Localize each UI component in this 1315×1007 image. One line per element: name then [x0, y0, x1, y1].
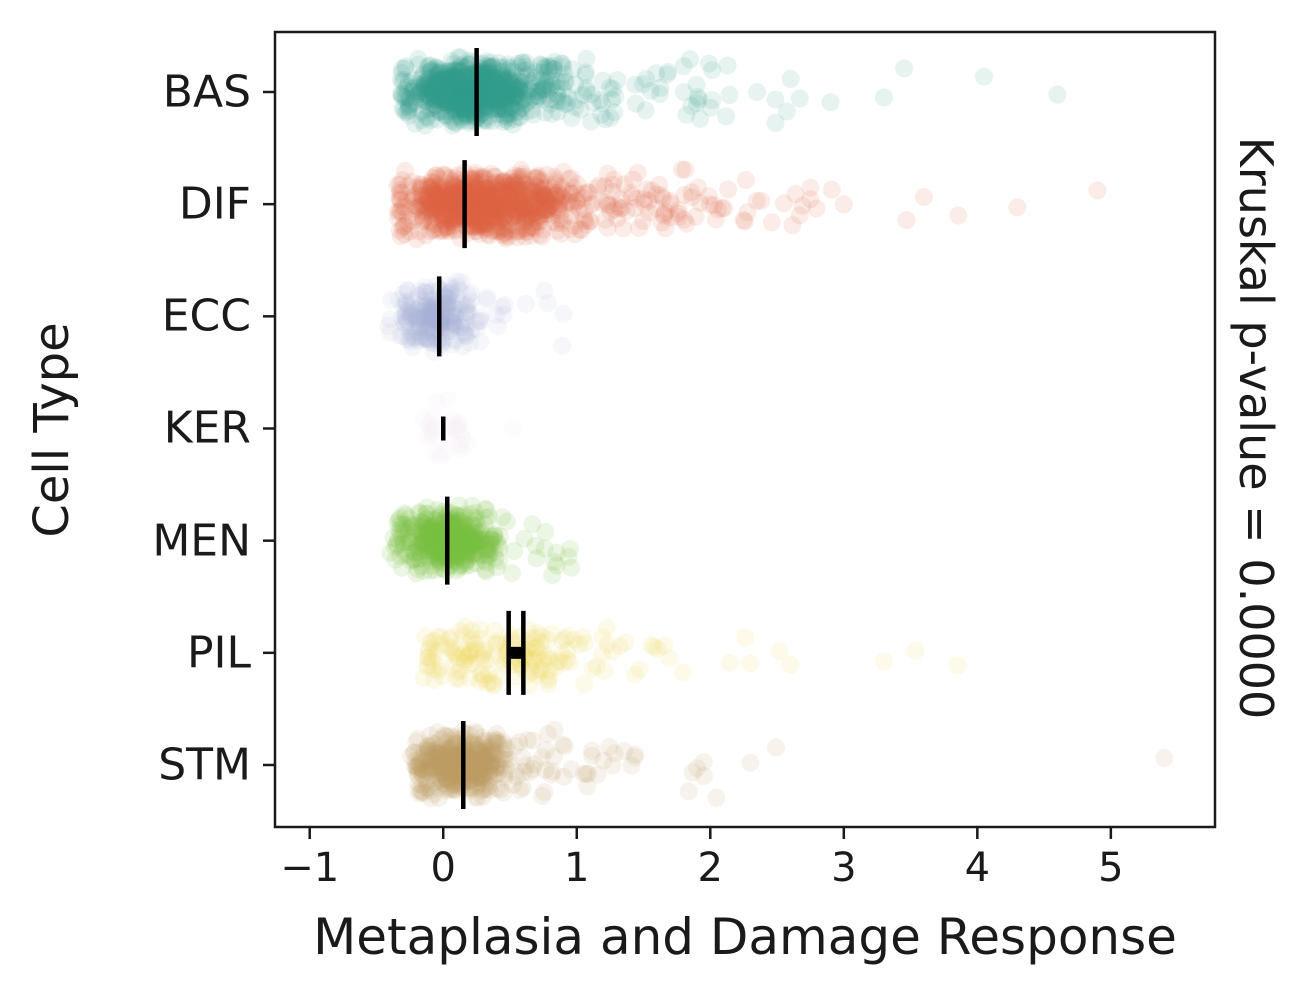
- y-axis-label: Cell Type: [24, 322, 80, 538]
- y-tick-label-ker: KER: [163, 402, 251, 454]
- x-tick-label-5: 5: [1098, 845, 1124, 891]
- x-tick-label-4: 4: [964, 845, 991, 891]
- kruskal-pvalue-label: Kruskal p-value = 0.0000: [1229, 136, 1283, 720]
- y-tick-label-pil: PIL: [186, 627, 251, 679]
- x-tick-label-3: 3: [831, 845, 857, 891]
- x-tick-label-1: 1: [564, 845, 590, 891]
- y-tick-label-ecc: ECC: [161, 290, 251, 342]
- y-tick-label-dif: DIF: [178, 178, 251, 230]
- y-tick-label-men: MEN: [152, 515, 251, 567]
- y-tick-label-stm: STM: [158, 739, 251, 791]
- x-tick-label-0: 0: [430, 845, 456, 891]
- x-axis-label: Metaplasia and Damage Response: [313, 908, 1177, 966]
- y-tick-label-bas: BAS: [162, 66, 251, 118]
- x-tick-label--1: −1: [280, 845, 340, 891]
- x-tick-label-2: 2: [697, 845, 724, 891]
